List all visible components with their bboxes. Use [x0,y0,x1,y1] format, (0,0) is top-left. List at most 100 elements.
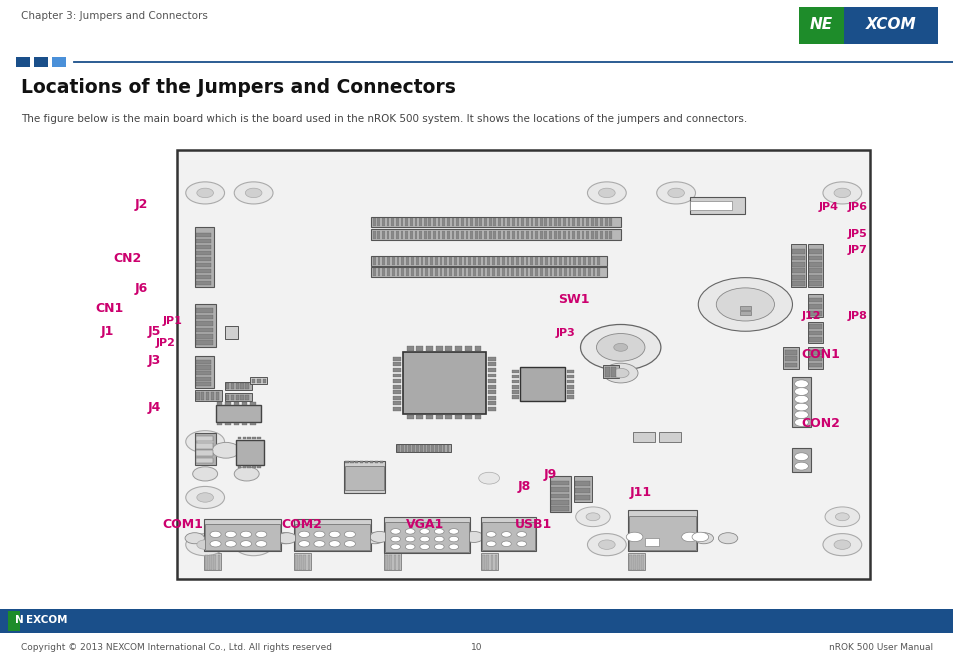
FancyBboxPatch shape [439,257,442,265]
FancyBboxPatch shape [393,379,400,383]
Circle shape [580,325,660,370]
FancyBboxPatch shape [487,357,496,361]
FancyBboxPatch shape [426,415,433,419]
Circle shape [186,182,224,204]
FancyBboxPatch shape [389,554,392,570]
FancyBboxPatch shape [791,448,810,472]
FancyBboxPatch shape [808,311,821,316]
FancyBboxPatch shape [196,328,213,333]
Circle shape [434,544,444,550]
FancyBboxPatch shape [566,375,573,378]
FancyBboxPatch shape [487,407,496,411]
Circle shape [277,533,296,544]
Circle shape [656,182,695,204]
FancyBboxPatch shape [371,216,620,227]
Circle shape [667,188,683,198]
FancyBboxPatch shape [426,347,433,351]
FancyBboxPatch shape [808,363,821,368]
FancyBboxPatch shape [487,390,496,394]
Circle shape [370,532,389,542]
FancyBboxPatch shape [460,218,463,226]
FancyBboxPatch shape [562,231,565,239]
FancyBboxPatch shape [294,554,297,570]
FancyBboxPatch shape [447,218,449,226]
Circle shape [575,507,610,527]
Text: J3: J3 [148,353,161,367]
FancyBboxPatch shape [587,257,590,265]
FancyBboxPatch shape [475,218,477,226]
FancyBboxPatch shape [567,218,570,226]
FancyBboxPatch shape [597,257,599,265]
FancyBboxPatch shape [473,268,476,276]
Circle shape [419,529,429,534]
FancyBboxPatch shape [370,461,373,463]
Circle shape [794,462,807,470]
Text: J1: J1 [101,325,114,339]
Circle shape [225,531,236,538]
FancyBboxPatch shape [194,390,222,401]
FancyBboxPatch shape [196,450,213,456]
FancyBboxPatch shape [474,347,481,351]
FancyBboxPatch shape [627,510,696,551]
FancyBboxPatch shape [808,275,821,280]
Circle shape [612,368,628,378]
Circle shape [794,411,807,419]
FancyBboxPatch shape [442,218,445,226]
FancyBboxPatch shape [479,231,482,239]
FancyBboxPatch shape [585,231,588,239]
FancyBboxPatch shape [383,517,470,553]
FancyBboxPatch shape [572,218,575,226]
Circle shape [405,544,415,550]
FancyBboxPatch shape [512,390,518,394]
FancyBboxPatch shape [294,524,370,550]
FancyBboxPatch shape [808,331,821,335]
FancyBboxPatch shape [299,554,302,570]
FancyBboxPatch shape [420,257,423,265]
FancyBboxPatch shape [784,356,797,361]
FancyBboxPatch shape [373,268,375,276]
FancyBboxPatch shape [252,466,255,468]
Text: JP7: JP7 [846,245,866,255]
Circle shape [210,531,221,538]
FancyBboxPatch shape [575,480,590,486]
Text: The figure below is the main board which is the board used in the nROK 500 syste: The figure below is the main board which… [21,114,746,124]
FancyBboxPatch shape [516,257,518,265]
FancyBboxPatch shape [355,461,358,463]
FancyBboxPatch shape [196,360,212,364]
FancyBboxPatch shape [455,347,461,351]
FancyBboxPatch shape [405,231,408,239]
FancyBboxPatch shape [373,231,375,239]
Text: Locations of the Jumpers and Connectors: Locations of the Jumpers and Connectors [21,78,456,97]
FancyBboxPatch shape [435,257,437,265]
Circle shape [186,431,224,453]
FancyBboxPatch shape [512,380,518,383]
FancyBboxPatch shape [628,554,631,570]
FancyBboxPatch shape [502,231,505,239]
Circle shape [598,540,615,550]
FancyBboxPatch shape [549,231,551,239]
FancyBboxPatch shape [385,554,388,570]
FancyBboxPatch shape [483,231,486,239]
Text: CN1: CN1 [95,302,124,315]
FancyBboxPatch shape [416,268,418,276]
FancyBboxPatch shape [506,257,509,265]
FancyBboxPatch shape [487,268,490,276]
FancyBboxPatch shape [808,298,821,302]
FancyBboxPatch shape [420,268,423,276]
FancyBboxPatch shape [544,257,547,265]
Circle shape [587,182,625,204]
Text: COM2: COM2 [281,518,322,531]
FancyBboxPatch shape [427,445,430,452]
FancyBboxPatch shape [512,395,518,398]
FancyBboxPatch shape [365,461,368,463]
FancyBboxPatch shape [808,262,821,267]
Circle shape [694,533,713,544]
FancyBboxPatch shape [520,218,523,226]
FancyBboxPatch shape [602,366,618,378]
FancyBboxPatch shape [196,435,213,442]
FancyBboxPatch shape [196,392,199,400]
FancyBboxPatch shape [196,275,212,279]
FancyBboxPatch shape [416,445,418,452]
FancyBboxPatch shape [530,268,533,276]
Circle shape [245,188,262,198]
